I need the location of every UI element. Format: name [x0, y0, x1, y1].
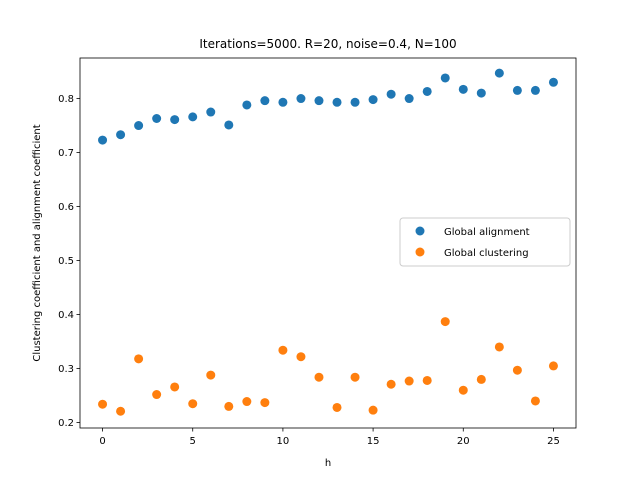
- x-tick-label: 15: [367, 436, 380, 447]
- global-alignment-point: [296, 94, 306, 104]
- global-alignment-point: [278, 97, 288, 107]
- global-alignment-point: [152, 113, 162, 123]
- global-alignment-point: [494, 68, 504, 78]
- y-axis: 0.2 0.3 0.4 0.5 0.6 0.7 0.8: [58, 94, 80, 429]
- global-alignment-point: [548, 77, 558, 87]
- global-clustering-point: [134, 354, 144, 364]
- global-alignment-point: [314, 96, 324, 106]
- global-clustering-point: [116, 406, 126, 416]
- global-alignment-point: [368, 95, 378, 105]
- global-alignment-point: [116, 130, 126, 140]
- x-tick-label: 20: [457, 436, 470, 447]
- global-clustering-point: [206, 370, 216, 380]
- legend: Global alignment Global clustering: [399, 217, 571, 267]
- global-alignment-point: [98, 135, 108, 145]
- legend-marker-alignment: [415, 226, 425, 236]
- global-alignment-point: [404, 94, 414, 104]
- y-tick-label: 0.7: [58, 148, 74, 159]
- global-clustering-point: [332, 402, 342, 412]
- global-alignment-point: [260, 96, 270, 106]
- global-alignment-point: [206, 107, 216, 117]
- global-alignment-point: [422, 86, 432, 96]
- y-tick-label: 0.8: [58, 94, 74, 105]
- global-alignment-point: [224, 120, 234, 130]
- x-tick-label: 5: [190, 436, 196, 447]
- global-clustering-point: [440, 317, 450, 327]
- x-tick-label: 10: [277, 436, 290, 447]
- y-axis-label: Clustering coefficient and alignment coe…: [32, 124, 43, 361]
- x-axis-label: h: [325, 458, 331, 469]
- global-alignment-point: [332, 97, 342, 107]
- global-clustering-point: [242, 397, 252, 407]
- y-tick-label: 0.4: [58, 310, 74, 321]
- global-clustering-point: [386, 379, 396, 389]
- legend-box: [399, 217, 571, 267]
- x-tick-label: 0: [99, 436, 105, 447]
- global-clustering-point: [260, 398, 270, 408]
- global-alignment-point: [350, 97, 360, 107]
- global-clustering-point: [458, 385, 468, 395]
- y-tick-label: 0.3: [58, 364, 74, 375]
- global-clustering-point: [368, 405, 378, 415]
- global-clustering-point: [152, 390, 162, 400]
- legend-label-clustering: Global clustering: [444, 248, 529, 259]
- global-clustering-point: [278, 345, 288, 355]
- global-clustering-point: [548, 361, 558, 371]
- global-clustering-point: [314, 372, 324, 382]
- legend-marker-clustering: [415, 247, 425, 257]
- global-clustering-point: [422, 375, 432, 385]
- global-clustering-point: [98, 399, 108, 409]
- legend-label-alignment: Global alignment: [444, 227, 530, 238]
- global-alignment-point: [458, 84, 468, 94]
- y-tick-label: 0.2: [58, 418, 74, 429]
- chart-title: Iterations=5000. R=20, noise=0.4, N=100: [199, 37, 456, 51]
- global-alignment-point: [476, 88, 486, 98]
- global-clustering-point: [188, 399, 198, 409]
- global-clustering-point: [404, 376, 414, 386]
- global-clustering-point: [224, 401, 234, 411]
- global-alignment-point: [242, 100, 252, 110]
- global-clustering-point: [530, 396, 540, 406]
- data-points: [98, 68, 558, 416]
- global-clustering-point: [494, 342, 504, 352]
- y-tick-label: 0.5: [58, 256, 74, 267]
- global-alignment-point: [530, 85, 540, 95]
- global-alignment-point: [512, 85, 522, 95]
- global-clustering-point: [350, 372, 360, 382]
- x-axis: 0 5 10 15 20 25: [99, 428, 560, 447]
- global-alignment-point: [386, 89, 396, 99]
- global-clustering-point: [476, 374, 486, 384]
- global-alignment-point: [440, 73, 450, 83]
- global-alignment-point: [170, 115, 180, 125]
- global-clustering-point: [512, 365, 522, 375]
- x-tick-label: 25: [547, 436, 560, 447]
- global-alignment-point: [188, 112, 198, 122]
- global-alignment-point: [134, 121, 144, 131]
- y-tick-label: 0.6: [58, 202, 74, 213]
- global-clustering-point: [296, 352, 306, 362]
- global-clustering-point: [170, 382, 180, 392]
